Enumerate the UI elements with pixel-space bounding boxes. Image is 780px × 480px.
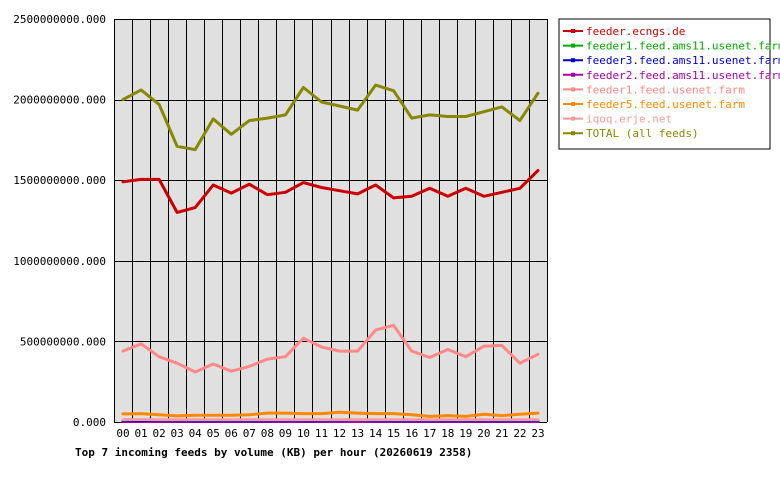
x-tick-label: 08 xyxy=(261,427,274,440)
x-tick-label: 00 xyxy=(116,427,129,440)
y-tick-label: 1500000000.000 xyxy=(13,174,106,187)
x-tick-label: 14 xyxy=(369,427,383,440)
x-tick-label: 21 xyxy=(495,427,508,440)
legend-swatch-marker xyxy=(571,43,575,48)
x-tick-label: 18 xyxy=(441,427,454,440)
legend-swatch-marker xyxy=(571,102,575,106)
legend-entry: TOTAL (all feeds) xyxy=(586,127,699,140)
legend-entry: feeder3.feed.ams11.usenet.farm xyxy=(586,54,780,67)
x-tick-label: 07 xyxy=(243,427,256,440)
series-line xyxy=(121,169,540,214)
x-tick-label: 17 xyxy=(423,427,436,440)
x-tick-label: 15 xyxy=(387,427,400,440)
x-tick-label: 01 xyxy=(134,427,147,440)
legend-swatch-marker xyxy=(571,87,575,92)
y-tick-label: 2500000000.000 xyxy=(13,13,106,26)
x-tick-label: 10 xyxy=(297,427,310,440)
legend-entry: feeder5.feed.usenet.farm xyxy=(586,98,745,111)
x-tick-label: 22 xyxy=(513,427,526,440)
legend: feeder.ecngs.de feeder1.feed.ams11.usenet… xyxy=(558,18,780,150)
legend-swatch-marker xyxy=(571,116,575,121)
y-tick-label: 0.000 xyxy=(73,416,106,429)
legend-swatch-marker xyxy=(571,72,575,77)
x-tick-label: 02 xyxy=(152,427,165,440)
x-tick-label: 09 xyxy=(279,427,292,440)
legend-box xyxy=(558,18,771,150)
series-line xyxy=(121,410,540,418)
x-tick-label: 13 xyxy=(351,427,364,440)
x-tick-label: 04 xyxy=(189,427,203,440)
y-tick-label: 2000000000.000 xyxy=(13,94,106,107)
y-tick-label: 1000000000.000 xyxy=(13,255,106,268)
y-tick-label: 500000000.000 xyxy=(20,335,106,348)
legend-entry: feeder.ecngs.de xyxy=(586,25,685,38)
x-tick-label: 16 xyxy=(405,427,418,440)
chart-title: Top 7 incoming feeds by volume (KB) per … xyxy=(75,446,472,459)
legend-entry: feeder1.feed.usenet.farm xyxy=(586,83,745,96)
x-tick-labels: 00 01 02 03 04 05 06 07 08 09 10 11 12 13 14 15 16 17 18 19… xyxy=(116,427,544,440)
legend-entry: iqoq.erje.net xyxy=(586,113,672,126)
series-line xyxy=(121,323,540,374)
legend-swatch-marker xyxy=(571,58,575,63)
y-tick-labels: 0.000 500000000.000 1000000000.000 15000000… xyxy=(13,13,106,429)
x-tick-label: 05 xyxy=(207,427,220,440)
x-tick-label: 06 xyxy=(225,427,238,440)
legend-entry: feeder2.feed.ams11.usenet.farm xyxy=(586,69,780,82)
x-tick-label: 23 xyxy=(531,427,544,440)
x-tick-label: 11 xyxy=(315,427,328,440)
legend-swatch-marker xyxy=(571,29,575,33)
plot-area xyxy=(114,19,547,422)
series-line xyxy=(121,83,540,152)
x-tick-label: 03 xyxy=(171,427,184,440)
legend-entry: feeder1.feed.ams11.usenet.farm xyxy=(586,40,780,53)
x-tick-label: 12 xyxy=(333,427,346,440)
x-tick-label: 20 xyxy=(477,427,490,440)
legend-swatch-marker xyxy=(571,131,575,136)
series-lines xyxy=(121,83,540,423)
x-tick-label: 19 xyxy=(459,427,472,440)
